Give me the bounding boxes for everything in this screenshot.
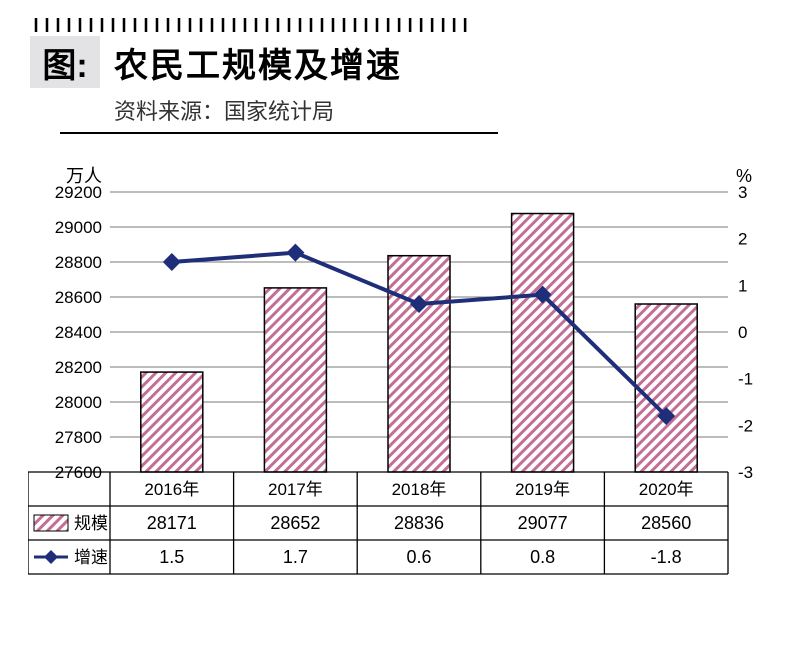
y-left-tick: 28800 — [55, 253, 102, 272]
header: ||||||||||||||||||||||||||||||||||||||||… — [30, 18, 800, 134]
legend-swatch-bar — [34, 515, 68, 531]
line-marker — [163, 253, 181, 271]
y-right-tick: 1 — [738, 276, 747, 295]
category-label: 2017年 — [268, 480, 323, 499]
header-rule — [60, 132, 498, 134]
table-value-growth: 0.6 — [406, 547, 431, 567]
y-left-tick: 27800 — [55, 428, 102, 447]
bar — [512, 214, 574, 472]
y-right-tick: 0 — [738, 323, 747, 342]
y-left-tick: 28000 — [55, 393, 102, 412]
bar — [635, 304, 697, 472]
header-tick-marks: ||||||||||||||||||||||||||||||||||||||||… — [30, 18, 468, 32]
table-value-scale: 28836 — [394, 513, 444, 533]
table-value-scale: 29077 — [518, 513, 568, 533]
table-value-scale: 28560 — [641, 513, 691, 533]
category-label: 2019年 — [515, 480, 570, 499]
category-label: 2020年 — [639, 480, 694, 499]
line-marker — [286, 244, 304, 262]
y-left-unit: 万人 — [66, 166, 102, 186]
legend-label-line: 增速 — [74, 548, 108, 567]
category-label: 2016年 — [144, 480, 199, 499]
y-left-tick: 28600 — [55, 288, 102, 307]
bar — [388, 256, 450, 472]
y-right-tick: -1 — [738, 370, 753, 389]
table-value-growth: 1.5 — [159, 547, 184, 567]
table-value-growth: 1.7 — [283, 547, 308, 567]
y-right-tick: -2 — [738, 416, 753, 435]
chart-svg: 2760027800280002820028400286002880029000… — [28, 162, 770, 602]
bar — [264, 288, 326, 472]
y-right-tick: 2 — [738, 230, 747, 249]
category-label: 2018年 — [392, 480, 447, 499]
chart-container: 2760027800280002820028400286002880029000… — [28, 162, 770, 602]
legend-marker-icon — [44, 550, 58, 564]
chart-title: 农民工规模及增速 — [114, 38, 402, 87]
table-value-growth: 0.8 — [530, 547, 555, 567]
source-label: 资料来源：国家统计局 — [114, 94, 800, 126]
figure-tag: 图: — [30, 36, 100, 88]
table-value-growth: -1.8 — [651, 547, 682, 567]
legend-label-bar: 规模 — [74, 514, 108, 533]
y-right-tick: -3 — [738, 463, 753, 482]
y-left-tick: 29000 — [55, 218, 102, 237]
y-right-unit: % — [736, 166, 752, 186]
title-row: 图: 农民工规模及增速 — [30, 36, 800, 88]
table-value-scale: 28652 — [270, 513, 320, 533]
bar — [141, 372, 203, 472]
y-left-tick: 28200 — [55, 358, 102, 377]
table-value-scale: 28171 — [147, 513, 197, 533]
y-left-tick: 28400 — [55, 323, 102, 342]
